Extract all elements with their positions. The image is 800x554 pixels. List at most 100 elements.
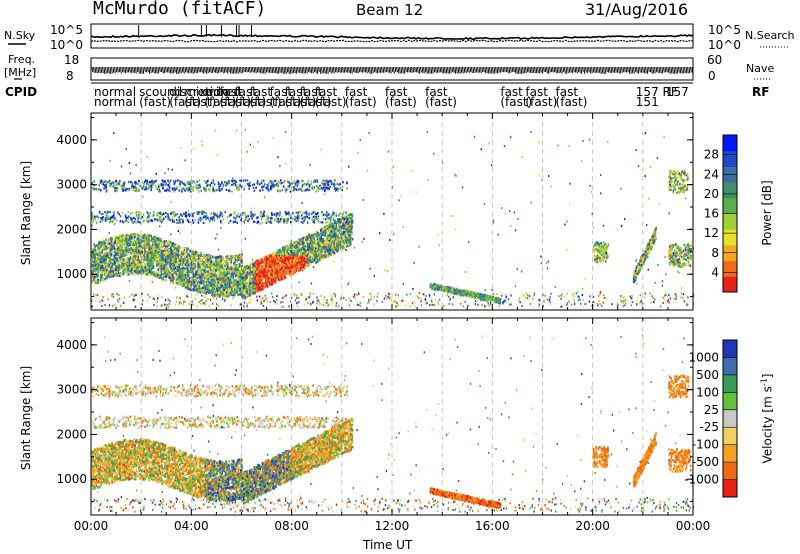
- data-cell: [207, 271, 209, 274]
- data-cell: [265, 265, 268, 268]
- data-cell: [148, 261, 150, 264]
- data-cell: [215, 297, 218, 300]
- data-cell: [229, 286, 231, 289]
- data-cell: [108, 243, 111, 246]
- data-cell: [173, 247, 176, 251]
- data-cell: [334, 293, 336, 296]
- data-cell: [275, 252, 278, 255]
- data-cell: [249, 289, 252, 293]
- data-cell: [133, 234, 135, 237]
- data-cell: [114, 256, 116, 260]
- data-cell: [135, 265, 137, 268]
- data-cell: [248, 269, 250, 272]
- data-cell: [437, 301, 439, 303]
- data-cell: [148, 236, 150, 239]
- data-cell: [197, 266, 199, 269]
- data-cell: [350, 213, 353, 217]
- data-cell: [208, 263, 210, 267]
- data-cell: [173, 268, 176, 271]
- data-cell: [225, 272, 227, 276]
- data-cell: [157, 246, 159, 249]
- data-cell: [177, 282, 180, 285]
- data-cell: [191, 279, 194, 282]
- data-cell: [207, 290, 209, 294]
- data-cell: [273, 263, 276, 266]
- data-cell: [243, 265, 246, 269]
- data-cell: [631, 295, 633, 298]
- data-cell: [605, 296, 607, 299]
- cpid-entry: fast: [500, 85, 523, 99]
- data-cell: [339, 225, 342, 229]
- data-cell: [292, 254, 295, 257]
- data-cell: [329, 239, 331, 242]
- data-cell: [579, 298, 581, 301]
- data-cell: [117, 248, 120, 252]
- data-cell: [332, 237, 335, 240]
- data-cell: [118, 274, 121, 278]
- data-cell: [126, 261, 129, 264]
- data-cell: [92, 293, 95, 296]
- data-cell: [129, 258, 132, 261]
- data-cell: [290, 297, 293, 299]
- data-cell: [220, 285, 223, 289]
- data-cell: [253, 264, 255, 267]
- data-cell: [236, 269, 239, 273]
- data-cell: [153, 304, 155, 306]
- data-cell: [241, 268, 243, 271]
- data-cell: [102, 239, 105, 242]
- data-cell: [346, 244, 349, 248]
- data-cell: [175, 250, 177, 254]
- data-cell: [342, 232, 344, 236]
- data-cell: [157, 299, 159, 301]
- data-cell: [347, 233, 350, 237]
- data-cell: [243, 286, 245, 290]
- data-cell: [269, 257, 272, 260]
- data-cell: [344, 222, 347, 226]
- data-cell: [127, 251, 130, 254]
- data-cell: [191, 277, 194, 280]
- data-cell: [266, 270, 269, 273]
- data-cell: [258, 279, 260, 283]
- data-cell: [218, 260, 220, 264]
- data-cell: [261, 265, 263, 268]
- cpid-entry: (fast): [204, 95, 236, 109]
- data-cell: [93, 269, 96, 272]
- data-cell: [150, 245, 153, 248]
- data-cell: [135, 241, 137, 245]
- data-cell: [165, 265, 167, 269]
- data-cell: [183, 256, 186, 259]
- data-cell: [162, 241, 164, 244]
- data-cell: [262, 273, 265, 276]
- data-cell: [188, 277, 191, 280]
- data-cell: [210, 289, 213, 292]
- data-cell: [345, 241, 348, 245]
- data-cell: [229, 258, 232, 262]
- data-cell: [662, 296, 664, 299]
- data-cell: [132, 299, 134, 301]
- data-cell: [105, 252, 107, 255]
- data-cell: [209, 266, 211, 270]
- data-cell: [426, 302, 428, 305]
- data-cell: [209, 261, 211, 264]
- data-cell: [188, 262, 191, 266]
- data-cell: [264, 268, 267, 271]
- data-cell: [386, 296, 389, 299]
- data-cell: [228, 269, 231, 273]
- data-cell: [386, 297, 388, 300]
- data-cell: [107, 298, 109, 301]
- data-cell: [225, 255, 227, 259]
- data-cell: [504, 300, 506, 303]
- data-cell: [102, 257, 104, 261]
- data-cell: [322, 238, 324, 241]
- data-cell: [340, 297, 342, 300]
- data-cell: [136, 237, 139, 241]
- data-cell: [348, 304, 350, 307]
- data-cell: [115, 261, 118, 265]
- data-cell: [348, 221, 350, 225]
- data-cell: [301, 247, 304, 250]
- data-cell: [304, 235, 307, 239]
- data-cell: [431, 300, 433, 303]
- data-cell: [117, 260, 120, 264]
- data-cell: [169, 256, 172, 260]
- data-cell: [236, 282, 238, 285]
